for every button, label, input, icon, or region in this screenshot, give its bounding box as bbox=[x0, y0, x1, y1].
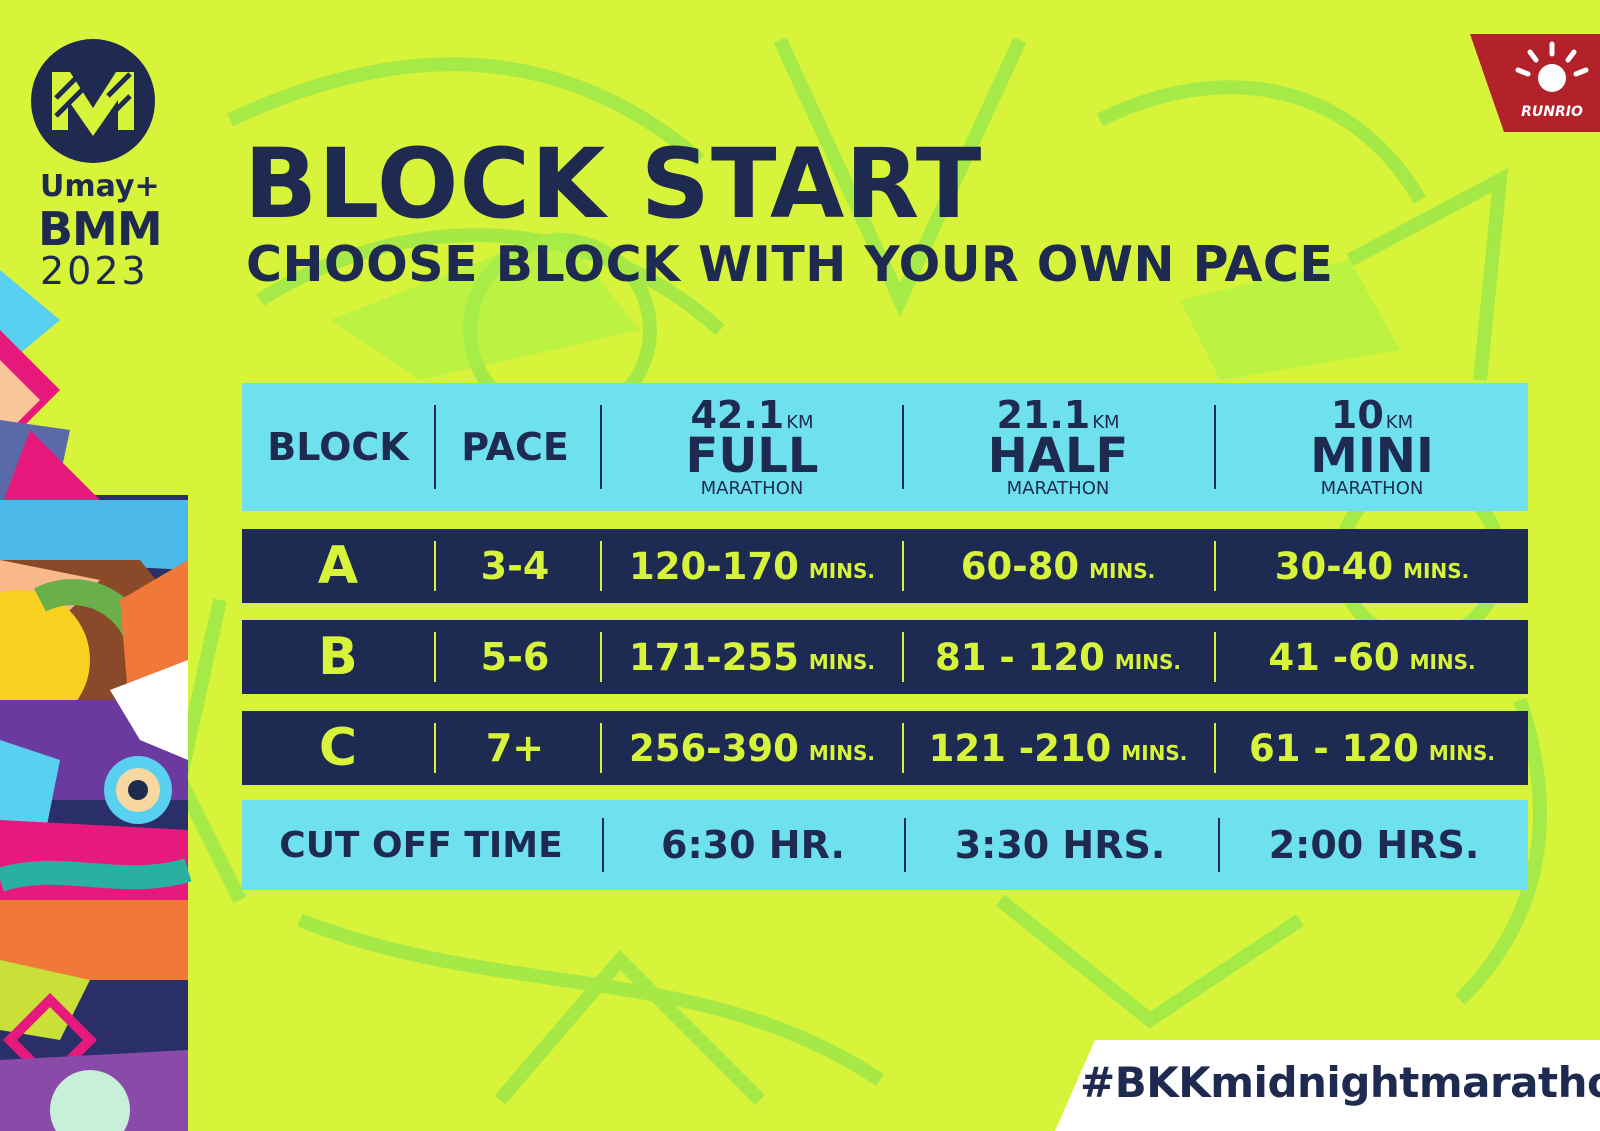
mini-time: 61 - 120 bbox=[1249, 726, 1419, 770]
block-label: B bbox=[318, 627, 358, 687]
table-row-a: A 3-4 120-170 MINS. 60-80 MINS. 30-40 MINS. bbox=[242, 529, 1528, 603]
pace-value: 7+ bbox=[485, 726, 545, 770]
cutoff-label: CUT OFF TIME bbox=[279, 824, 563, 866]
hashtag: #BKKmidnightmarathon bbox=[1080, 1058, 1600, 1107]
block-label: C bbox=[318, 718, 358, 778]
table-header: BLOCK PACE 42.1 KM FULL MARATHON 21.1 KM H… bbox=[242, 383, 1528, 511]
mini-time: 41 -60 bbox=[1268, 635, 1400, 679]
block-label: A bbox=[317, 536, 359, 596]
header-block: BLOCK bbox=[267, 425, 409, 469]
half-time: 60-80 bbox=[960, 544, 1080, 588]
half-time: 81 - 120 bbox=[935, 635, 1105, 679]
header-pace: PACE bbox=[461, 425, 569, 469]
left-illustration bbox=[0, 270, 192, 1131]
full-time: 120-170 bbox=[629, 544, 799, 588]
header-mini-marathon: 10 KM MINI MARATHON bbox=[1310, 393, 1434, 499]
half-time: 121 -210 bbox=[928, 726, 1112, 770]
header-full-marathon: 42.1 KM FULL MARATHON bbox=[685, 393, 819, 499]
logo-umay: Umay+ bbox=[40, 169, 160, 204]
page-title: BLOCK START bbox=[244, 128, 983, 240]
runrio-text: RUNRIO bbox=[1521, 104, 1583, 120]
mini-time: 30-40 bbox=[1274, 544, 1394, 588]
full-time: 171-255 bbox=[629, 635, 799, 679]
table-row-c: C 7+ 256-390 MINS. 121 -210 MINS. 61 - 120… bbox=[242, 711, 1528, 785]
event-logo: Umay+ BMM 2023 bbox=[30, 38, 163, 293]
table-row-b: B 5-6 171-255 MINS. 81 - 120 MINS. 41 -60 M… bbox=[242, 620, 1528, 694]
logo-bmm: BMM bbox=[38, 202, 163, 256]
hashtag-panel bbox=[1055, 1040, 1600, 1131]
cutoff-full: 6:30 HR. bbox=[661, 823, 845, 867]
pace-value: 5-6 bbox=[480, 635, 550, 679]
cutoff-mini: 2:00 HRS. bbox=[1268, 823, 1480, 867]
page-subtitle: CHOOSE BLOCK WITH YOUR OWN PACE bbox=[246, 236, 1334, 293]
header-half-marathon: 21.1 KM HALF MARATHON bbox=[987, 393, 1129, 499]
pace-value: 3-4 bbox=[480, 544, 550, 588]
bmm-badge-icon bbox=[31, 39, 155, 163]
cutoff-half: 3:30 HRS. bbox=[954, 823, 1166, 867]
full-time: 256-390 bbox=[629, 726, 799, 770]
cutoff-row: CUT OFF TIME 6:30 HR. 3:30 HRS. 2:00 HRS… bbox=[242, 800, 1528, 890]
runrio-logo: RUNRIO bbox=[1470, 34, 1600, 132]
logo-year: 2023 bbox=[40, 249, 149, 293]
